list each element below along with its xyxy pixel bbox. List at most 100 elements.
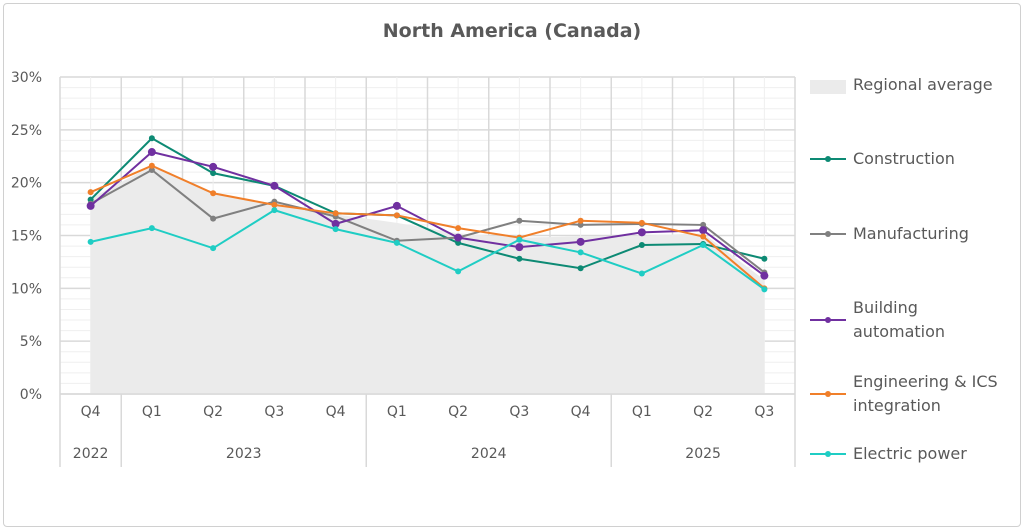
data-point-building-automation xyxy=(147,148,156,157)
x-tick-label-year: 2025 xyxy=(685,446,721,462)
series-line-engineering-ics-integration xyxy=(90,164,766,290)
data-point-engineering-ics-integration xyxy=(393,212,400,219)
legend-label-line: Electric power xyxy=(853,444,967,463)
data-point-building-automation xyxy=(454,233,463,242)
y-tick-label: 0% xyxy=(20,387,42,403)
series-line-manufacturing xyxy=(90,168,765,274)
x-tick-label-quarter: Q2 xyxy=(448,404,468,420)
data-point-construction xyxy=(210,170,217,177)
area-regional-average xyxy=(90,165,765,394)
data-point-engineering-ics-integration xyxy=(332,210,339,217)
data-point-electric-power xyxy=(87,238,94,245)
data-point-building-automation xyxy=(209,162,218,171)
data-point-building-automation xyxy=(637,228,646,237)
data-point-electric-power xyxy=(638,270,645,277)
data-point-building-automation xyxy=(576,237,585,246)
x-tick-label-quarter: Q4 xyxy=(81,404,101,420)
y-tick-label: 30% xyxy=(11,70,42,86)
legend-label-building-automation: Building automation xyxy=(853,296,945,344)
legend-swatch-regional-average xyxy=(810,80,846,94)
x-tick-label-year: 2022 xyxy=(73,446,109,462)
data-point-electric-power xyxy=(700,242,707,249)
legend-swatch-engineering-ics-integration xyxy=(810,391,846,397)
data-point-manufacturing xyxy=(148,166,155,173)
legend-label-line: Building xyxy=(853,298,918,317)
x-tick-label-quarter: Q3 xyxy=(754,404,774,420)
legend-label-electric-power: Electric power xyxy=(853,442,967,466)
x-tick-label-quarter: Q4 xyxy=(571,404,591,420)
data-point-electric-power xyxy=(148,225,155,232)
x-tick-label-quarter: Q1 xyxy=(632,404,652,420)
x-tick-label-quarter: Q3 xyxy=(509,404,529,420)
data-point-electric-power xyxy=(516,236,523,243)
legend-label-construction: Construction xyxy=(853,147,955,171)
data-point-electric-power xyxy=(577,249,584,256)
data-point-building-automation xyxy=(86,201,95,210)
data-point-manufacturing xyxy=(516,217,523,224)
legend-swatch-electric-power xyxy=(810,451,846,457)
data-point-engineering-ics-integration xyxy=(638,219,645,226)
y-tick-label: 15% xyxy=(11,229,42,245)
data-point-engineering-ics-integration xyxy=(87,189,94,196)
x-tick-label-quarter: Q4 xyxy=(326,404,346,420)
series-line-electric-power xyxy=(90,209,765,291)
chart-title: North America (Canada) xyxy=(382,20,642,42)
x-tick-label-quarter: Q1 xyxy=(142,404,162,420)
legend-marker xyxy=(825,231,831,237)
legend-swatch-building-automation xyxy=(810,317,846,323)
data-point-construction xyxy=(638,242,645,249)
data-point-electric-power xyxy=(393,239,400,246)
data-point-engineering-ics-integration xyxy=(148,162,155,169)
legend-marker xyxy=(825,391,831,397)
data-point-manufacturing xyxy=(210,215,217,222)
legend-marker xyxy=(825,156,831,162)
data-point-construction xyxy=(577,265,584,272)
legend-label-manufacturing: Manufacturing xyxy=(853,222,969,246)
legend-label-line: automation xyxy=(853,322,946,341)
data-point-engineering-ics-integration xyxy=(271,201,278,208)
data-point-building-automation xyxy=(515,243,524,252)
data-point-electric-power xyxy=(455,268,462,275)
data-point-manufacturing xyxy=(700,221,707,228)
legend-swatch-manufacturing xyxy=(810,231,846,237)
legend-label-line: Engineering & ICS xyxy=(853,372,998,391)
legend-label-engineering-ics-integration: Engineering & ICS integration xyxy=(853,370,998,418)
data-point-manufacturing xyxy=(577,221,584,228)
x-tick-label-quarter: Q1 xyxy=(387,404,407,420)
legend-label-line: integration xyxy=(853,396,941,415)
series-line-construction xyxy=(89,137,765,270)
legend-marker xyxy=(825,451,831,457)
legend-label-line: Manufacturing xyxy=(853,224,969,243)
x-tick-label-quarter: Q2 xyxy=(203,404,223,420)
legend-label-regional-average: Regional average xyxy=(853,75,993,94)
data-point-engineering-ics-integration xyxy=(210,190,217,197)
data-point-engineering-ics-integration xyxy=(700,233,707,240)
data-point-electric-power xyxy=(332,226,339,233)
legend-marker xyxy=(825,317,831,323)
y-tick-label: 5% xyxy=(20,334,42,350)
data-point-building-automation xyxy=(270,181,279,190)
x-tick-label-quarter: Q2 xyxy=(693,404,713,420)
data-point-building-automation xyxy=(760,271,769,280)
data-point-electric-power xyxy=(210,245,217,252)
data-point-construction xyxy=(761,255,768,262)
data-point-construction xyxy=(148,135,155,142)
y-tick-label: 10% xyxy=(11,281,42,297)
data-point-construction xyxy=(516,255,523,262)
data-point-engineering-ics-integration xyxy=(577,217,584,224)
x-tick-label-year: 2023 xyxy=(226,446,262,462)
y-tick-label: 20% xyxy=(11,176,42,192)
y-tick-label: 25% xyxy=(11,123,42,139)
data-point-construction xyxy=(87,196,94,203)
legend-swatch-construction xyxy=(810,156,846,162)
data-point-construction xyxy=(455,239,462,246)
data-point-electric-power xyxy=(271,207,278,214)
x-tick-label-year: 2024 xyxy=(471,446,507,462)
legend-label-line: Construction xyxy=(853,149,955,168)
data-point-building-automation xyxy=(699,226,708,235)
x-tick-label-quarter: Q3 xyxy=(264,404,284,420)
data-point-building-automation xyxy=(392,201,401,210)
data-point-electric-power xyxy=(761,286,768,293)
data-point-building-automation xyxy=(331,219,340,228)
